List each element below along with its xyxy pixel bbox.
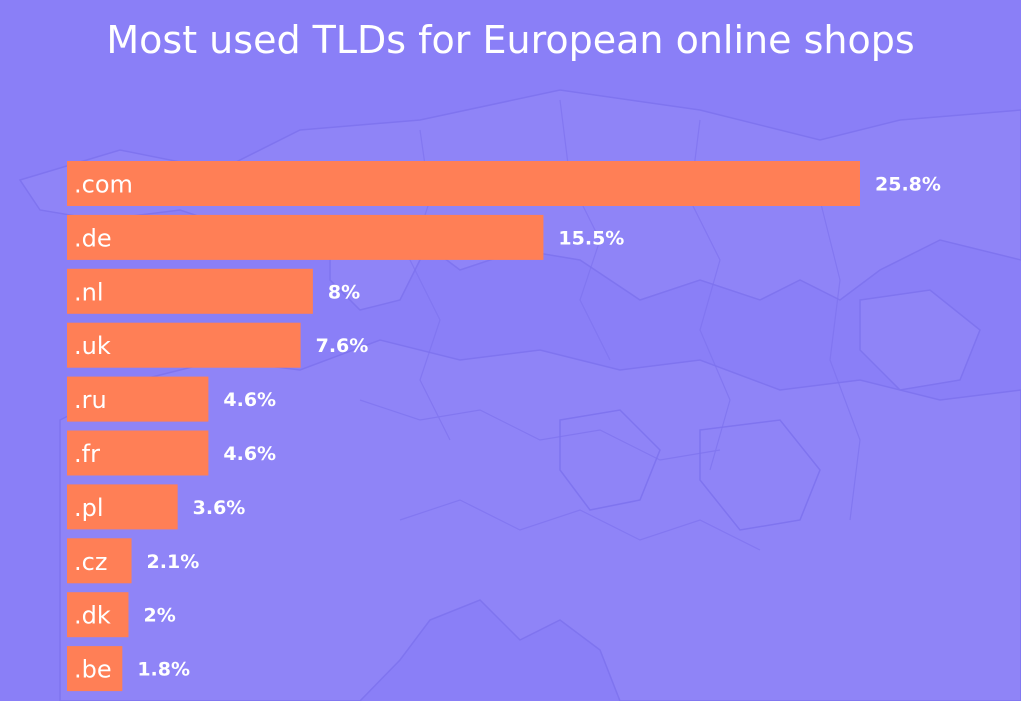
value-label-fr: 4.6% [223, 443, 276, 465]
category-label-fr: .fr [74, 440, 100, 468]
value-label-de: 15.5% [558, 227, 624, 249]
value-label-dk: 2% [143, 605, 175, 627]
value-label-com: 25.8% [875, 174, 941, 196]
value-label-cz: 2.1% [147, 551, 200, 573]
bar-be [67, 646, 123, 692]
bar-fr [67, 430, 209, 476]
category-label-nl: .nl [74, 278, 104, 306]
bar-pl [67, 484, 178, 530]
bar-nl [67, 268, 313, 314]
bar-com [67, 161, 860, 206]
category-label-pl: .pl [74, 494, 104, 522]
chart-title: Most used TLDs for European online shops [106, 18, 915, 62]
category-label-cz: .cz [74, 548, 107, 576]
value-label-ru: 4.6% [223, 389, 276, 411]
value-label-uk: 7.6% [316, 335, 369, 357]
category-label-com: .com [74, 171, 133, 199]
category-label-ru: .ru [74, 386, 107, 414]
bar-ru [67, 376, 209, 422]
bar-dk [67, 592, 129, 638]
category-label-uk: .uk [74, 332, 111, 360]
bar-de [67, 214, 544, 260]
value-label-pl: 3.6% [193, 497, 246, 519]
bar-uk [67, 322, 301, 368]
bar-cz [67, 538, 132, 584]
category-label-be: .be [74, 656, 112, 684]
value-label-nl: 8% [328, 281, 360, 303]
category-label-dk: .dk [74, 602, 111, 630]
value-label-be: 1.8% [137, 659, 190, 681]
category-label-de: .de [74, 224, 112, 252]
